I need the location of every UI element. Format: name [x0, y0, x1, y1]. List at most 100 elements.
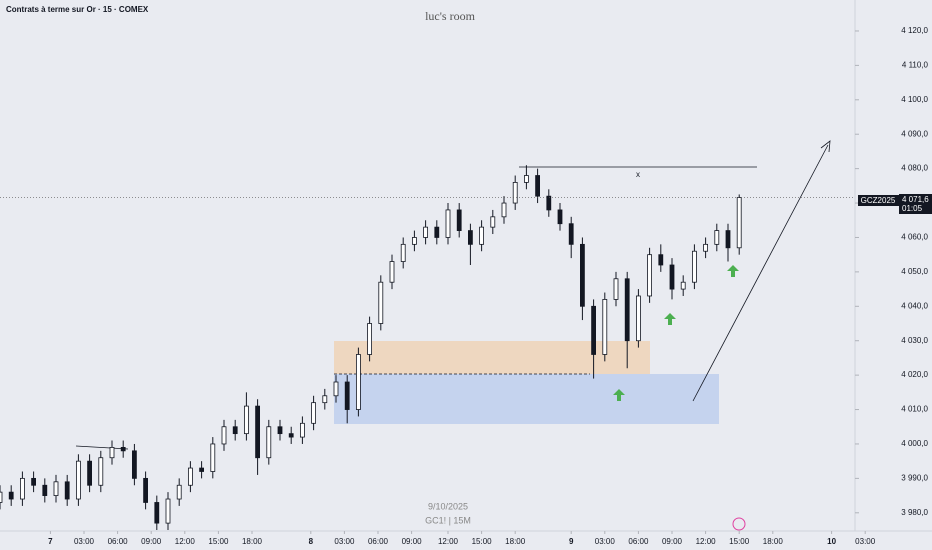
x-tick-label: 03:00 — [334, 537, 355, 546]
y-tick-label: 4 030,0 — [901, 336, 928, 345]
candle-body — [445, 209, 451, 238]
candle-body — [591, 305, 596, 355]
candle-body — [187, 467, 193, 486]
candle-body — [19, 477, 25, 500]
y-tick-label: 4 080,0 — [901, 164, 928, 173]
symbol-badge — [858, 195, 899, 206]
x-tick-label: 18:00 — [242, 537, 263, 546]
candle-body — [266, 426, 272, 459]
candle-body — [299, 422, 305, 438]
candle-body — [311, 402, 317, 424]
candle-body — [64, 481, 70, 500]
candle-body — [76, 460, 81, 500]
x-tick-label: 18:00 — [763, 537, 784, 546]
symbol: GCZ2025 — [861, 196, 896, 205]
x-tick-label: 15:00 — [208, 537, 229, 546]
x-tick-label: 03:00 — [74, 537, 95, 546]
y-tick-label: 4 110,0 — [902, 60, 929, 69]
candle-body — [568, 223, 574, 245]
x-tick-label: 10 — [827, 537, 836, 546]
range-line — [75, 445, 129, 450]
x-tick-label: 03:00 — [855, 537, 876, 546]
y-tick-label: 4 010,0 — [901, 405, 928, 414]
x-tick-label: 06:00 — [108, 537, 129, 546]
chart-title: Contrats à terme sur Or · 15 · COMEX — [6, 5, 149, 14]
candle-body — [322, 395, 328, 404]
candle-body — [411, 237, 417, 245]
y-tick-label: 4 050,0 — [901, 267, 928, 276]
candle-body — [277, 426, 283, 435]
green-arrow — [727, 265, 739, 277]
x-tick-label: 06:00 — [368, 537, 389, 546]
candle-body — [535, 175, 540, 197]
x-tick-label: 12:00 — [438, 537, 459, 546]
candle-body — [109, 447, 115, 459]
candle-body — [602, 299, 608, 355]
x-tick-label: 12:00 — [175, 537, 196, 546]
candle-body — [524, 175, 529, 183]
countdown: 01:05 — [902, 204, 923, 213]
candle-body — [378, 281, 384, 324]
x-tick-label: 03:00 — [595, 537, 616, 546]
candle-body — [423, 226, 429, 238]
y-tick-label: 4 100,0 — [901, 95, 928, 104]
x-tick-label: 15:00 — [729, 537, 750, 546]
x-tick-label: 12:00 — [696, 537, 717, 546]
candle-body — [98, 457, 104, 486]
x-tick-label: 8 — [309, 537, 314, 546]
candle-body — [736, 197, 742, 249]
watermark: luc's room — [425, 9, 475, 23]
demand-zone — [334, 374, 719, 424]
y-tick-label: 4 060,0 — [901, 233, 928, 242]
candle-body — [210, 443, 216, 472]
y-tick-label: 3 990,0 — [901, 473, 928, 482]
y-tick-label: 4 090,0 — [901, 129, 928, 138]
interval-label: GC1! | 15M — [425, 515, 471, 525]
candle-body — [53, 481, 59, 496]
candle-body — [243, 405, 249, 435]
candle-body — [333, 381, 339, 397]
candle-body — [613, 278, 619, 300]
candle-body — [42, 484, 48, 496]
candle-body — [714, 230, 720, 245]
candle-body — [725, 230, 731, 249]
candle-body — [546, 195, 552, 211]
candle-body — [490, 216, 496, 228]
candle-body — [120, 447, 126, 452]
candle-body — [8, 491, 14, 500]
y-tick-label: 4 000,0 — [901, 439, 928, 448]
candle-body — [344, 381, 350, 410]
candle-body — [389, 261, 395, 283]
y-tick-label: 3 980,0 — [901, 508, 928, 517]
x-tick-label: 06:00 — [628, 537, 649, 546]
x-tick-label: 09:00 — [141, 537, 162, 546]
green-arrow — [613, 389, 625, 401]
candle-body — [636, 295, 641, 342]
candle-body — [288, 433, 294, 438]
candle-body — [658, 254, 664, 266]
candle-body — [456, 209, 462, 231]
candle-body — [143, 477, 149, 503]
candle-body — [199, 467, 205, 472]
candle-body — [400, 243, 406, 262]
x-tick-label: 9 — [569, 537, 574, 546]
x-tick-label: 09:00 — [662, 537, 683, 546]
candle-body — [479, 226, 485, 245]
candle-body — [703, 243, 708, 252]
candle-body — [467, 230, 473, 245]
x-tick-label: 7 — [48, 537, 53, 546]
date-label: 9/10/2025 — [428, 501, 468, 511]
alert-icon[interactable] — [732, 517, 746, 531]
last-price: 4 071,6 — [902, 195, 929, 204]
y-tick-label: 4 020,0 — [901, 370, 928, 379]
candle-body — [680, 281, 686, 290]
candle-body — [647, 254, 652, 297]
y-tick-label: 4 040,0 — [901, 301, 928, 310]
supply-zone — [334, 341, 650, 374]
candle-body — [580, 243, 585, 307]
x-tick-label: 18:00 — [505, 537, 526, 546]
annotation: x — [636, 170, 640, 179]
candle-body — [255, 405, 261, 459]
candle-body — [232, 426, 238, 435]
